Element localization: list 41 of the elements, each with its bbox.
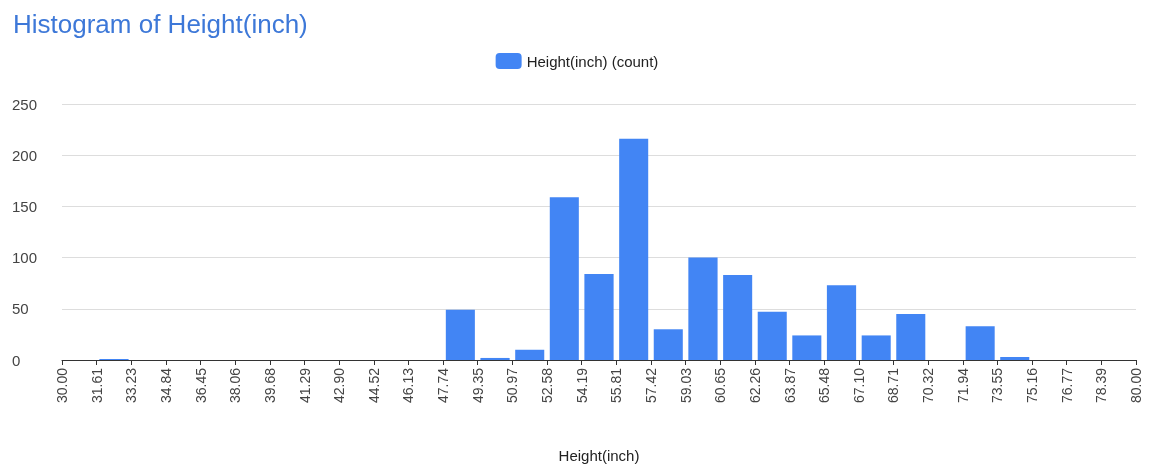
x-tick-label: 63.87 [781,367,798,404]
y-tick-label: 0 [12,351,21,369]
x-tick-label: 70.32 [920,367,937,404]
x-tick-label: 65.48 [816,367,833,404]
x-tick-label: 44.52 [365,367,382,404]
x-tick-label: 59.03 [677,367,694,404]
x-tick-label: 80.00 [1128,367,1144,404]
x-tick-label: 47.74 [435,367,452,404]
x-tick-label: 34.84 [157,367,174,404]
x-tick-label: 41.29 [296,367,313,404]
x-tick-label: 39.68 [261,367,278,404]
x-tick-label: 38.06 [227,367,244,404]
x-tick-label: 50.97 [504,367,521,404]
x-tick-label: 49.35 [469,367,486,404]
x-tick-label: 42.90 [331,367,348,404]
x-tick-label: 52.58 [539,367,556,404]
y-tick-label: 50 [12,300,29,318]
x-tick-label: 54.19 [573,367,590,404]
x-tick-label: 76.77 [1058,367,1075,404]
x-tick-label: 60.65 [712,367,729,404]
y-tick-label: 200 [12,146,38,164]
x-tick-label: 68.71 [885,367,902,404]
y-tick-label: 100 [12,249,38,267]
chart-title: Histogram of Height(inch) [13,9,308,39]
x-tick-label: 57.42 [642,367,659,404]
x-tick-label: 78.39 [1093,367,1110,404]
x-tick-label: 46.13 [400,367,417,404]
x-tick-label: 71.94 [954,367,971,404]
x-tick-label: 75.16 [1024,367,1041,404]
x-tick-label: 73.55 [989,367,1006,404]
y-tick-label: 150 [12,197,38,215]
x-tick-label: 55.81 [608,367,625,404]
x-tick-label: 62.26 [746,367,763,404]
x-axis-title: Height(inch) [558,447,640,464]
x-tick-label: 33.23 [123,367,140,404]
x-tick-label: 67.10 [850,367,867,404]
x-tick-label: 30.00 [54,367,70,404]
legend-label: Height(inch) (count) [526,52,659,70]
y-tick-label: 250 [12,95,38,113]
x-tick-label: 36.45 [192,367,209,404]
x-tick-label: 31.61 [88,367,105,404]
